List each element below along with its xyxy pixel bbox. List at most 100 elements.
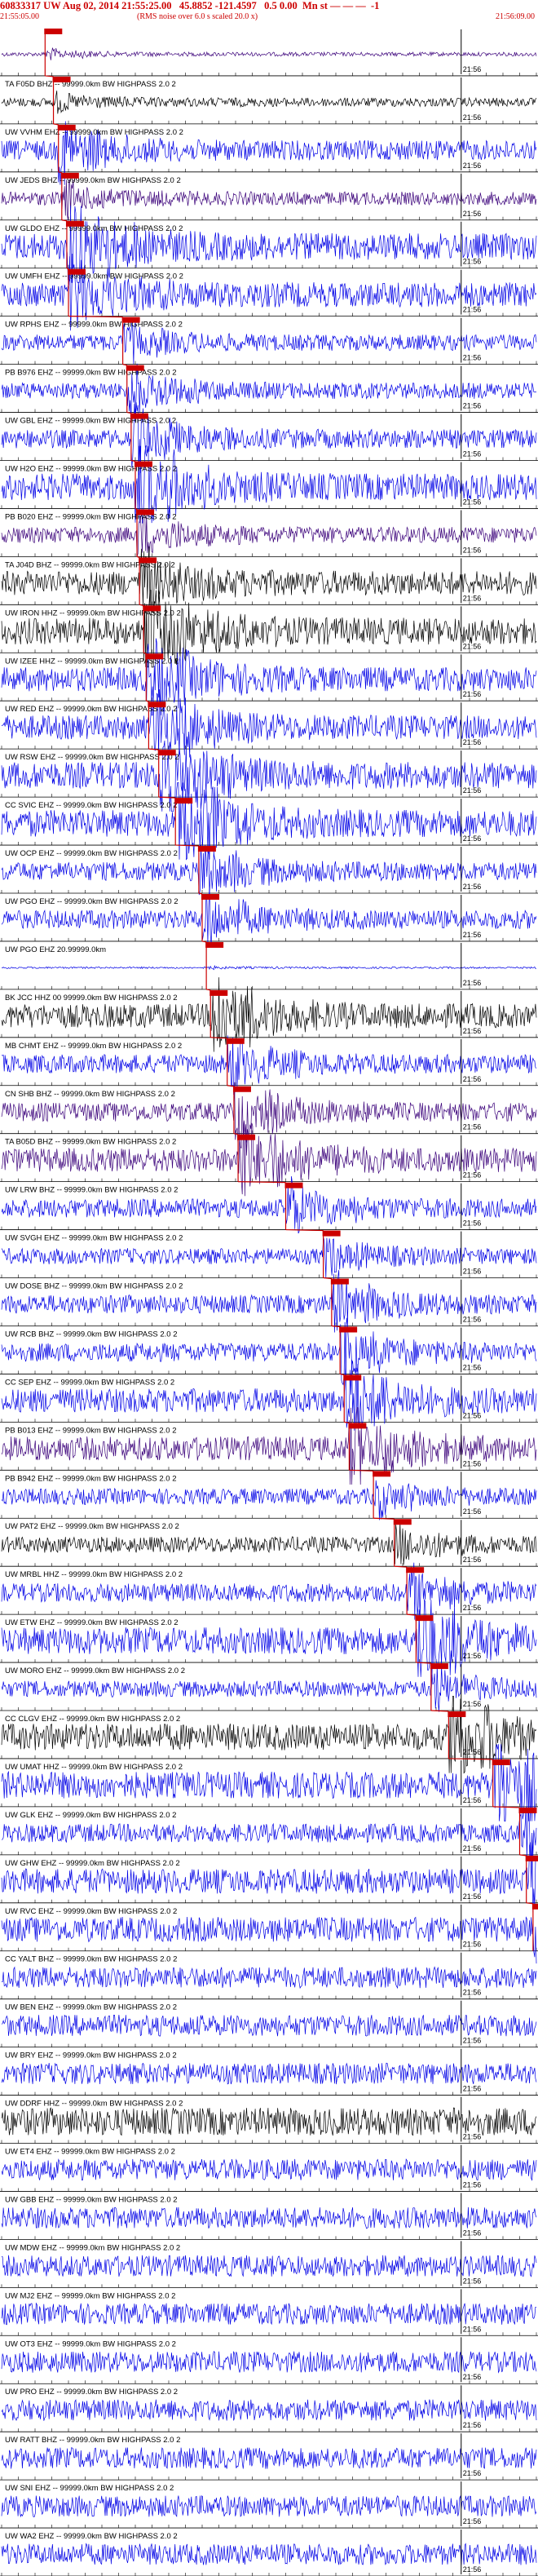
pick-connector [407,1613,417,1616]
station-label: UW DDRF HHZ -- 99999.0km BW HIGHPASS 2.0… [5,2100,183,2109]
waveform [1,253,537,331]
station-label: UW RPHS EHZ -- 99999.0km BW HIGHPASS 2.0… [5,321,183,330]
station-label: CC CLGV EHZ -- 99999.0km BW HIGHPASS 2.0… [5,1715,180,1724]
pick-marker [68,268,86,275]
event-title: 60833317 UW Aug 02, 2014 21:55:25.00 45.… [0,0,380,11]
station-label: UW ETW EHZ -- 99999.0km BW HIGHPASS 2.0 … [5,1618,179,1627]
pick-marker [134,461,152,467]
waveform [1,2399,537,2422]
trace-40: CC YALT BHZ -- 99999.0km BW HIGHPASS 2.0… [0,1952,538,2000]
minute-mark-label: 21:56 [463,2373,482,2381]
waveform [1,2062,537,2085]
trace-3: UW JEDS BHZ -- 99999.0km BW HIGHPASS 2.0… [0,172,538,221]
pick-marker [373,1471,391,1477]
trace-13: UW IZEE HHZ -- 99999.0km BW HIGHPASS 2.0… [0,638,538,716]
pick-connector [492,1806,520,1808]
pick-marker [209,989,228,996]
pick-marker [143,605,161,612]
station-label: CN SHB BHZ -- 99999.0km BW HIGHPASS 2.0 … [5,1090,175,1099]
waveform [1,2255,537,2277]
station-label: UW RVC EHZ -- 99999.0km BW HIGHPASS 2.0 … [5,1907,177,1916]
minute-mark-label: 21:56 [463,1748,482,1756]
station-label: UW H2O EHZ -- 99999.0km BW HIGHPASS 2.0 … [5,464,177,473]
station-label: TA J04D BHZ -- 99999.0km BW HIGHPASS 2.0… [5,560,175,569]
station-label: UW UMFH EHZ -- 99999.0km BW HIGHPASS 2.0… [5,272,183,281]
minute-mark-label: 21:56 [463,162,482,170]
waveform [1,1035,537,1097]
waveform [1,886,537,945]
minute-mark-label: 21:56 [463,1268,482,1276]
minute-mark-label: 21:56 [463,979,482,987]
trace-31: UW PAT2 EHZ -- 99999.0km BW HIGHPASS 2.0… [0,1519,538,1567]
station-label: UW WA2 EHZ -- 99999.0km BW HIGHPASS 2.0 … [5,2532,178,2541]
station-label: UW IZEE HHZ -- 99999.0km BW HIGHPASS 2.0… [5,657,179,666]
trace-11: TA J04D BHZ -- 99999.0km BW HIGHPASS 2.0… [0,546,538,613]
station-label: UW LRW BHZ -- 99999.0km BW HIGHPASS 2.0 … [5,1186,178,1195]
trace-22: CN SHB BHZ -- 99999.0km BW HIGHPASS 2.0 … [0,1082,538,1149]
pick-marker [145,653,164,660]
pick-marker [205,941,224,948]
pick-connector [519,1854,527,1857]
station-label: UW MJ2 EHZ -- 99999.0km BW HIGHPASS 2.0 … [5,2291,175,2300]
minute-mark-label: 21:56 [463,546,482,554]
waveform [1,638,537,716]
minute-mark-label: 21:56 [463,2421,482,2429]
pick-connector [66,268,69,270]
minute-mark-label: 21:56 [463,2085,482,2093]
plot-header: 60833317 UW Aug 02, 2014 21:55:25.00 45.… [0,0,538,28]
waveform [1,1916,537,1964]
minute-mark-label: 21:56 [463,258,482,266]
minute-mark-label: 21:56 [463,594,482,602]
waveform [1,1407,537,1485]
station-label: UW VVHM EHZ -- 99999.0km BW HIGHPASS 2.0… [5,128,183,137]
station-label: UW RATT BHZ -- 99999.0km BW HIGHPASS 2.0… [5,2436,180,2445]
trace-0: 21:56 [0,29,538,77]
minute-mark-label: 21:56 [463,1507,482,1516]
waveform [1,1480,537,1520]
station-label: UW BRY EHZ -- 99999.0km BW HIGHPASS 2.0 … [5,2052,177,2060]
minute-mark-label: 21:56 [463,402,482,410]
waveform [1,1599,537,1677]
pick-connector [344,1421,350,1423]
pick-connector [58,171,62,174]
minute-mark-label: 21:56 [463,1123,482,1131]
noise-note: (RMS noise over 6.0 s scaled 20.0 x) [137,12,258,21]
minute-mark-label: 21:56 [463,2180,482,2189]
trace-51: UW SNI EHZ -- 99999.0km BW HIGHPASS 2.0 … [0,2481,538,2529]
waveform [1,1359,537,1431]
pick-connector [233,1133,239,1135]
trace-48: UW OT3 EHZ -- 99999.0km BW HIGHPASS 2.0 … [0,2337,538,2384]
waveform [1,686,537,760]
waveform [1,1562,537,1620]
station-label: UW PAT2 EHZ -- 99999.0km BW HIGHPASS 2.0… [5,1522,179,1531]
minute-mark-label: 21:56 [463,306,482,314]
pick-connector [175,844,199,847]
station-label: UW OT3 EHZ -- 99999.0km BW HIGHPASS 2.0 … [5,2339,176,2348]
station-label: PB B942 EHZ -- 99999.0km BW HIGHPASS 2.0… [5,1474,177,1483]
trace-44: UW ET4 EHZ -- 99999.0km BW HIGHPASS 2.0 … [0,2144,538,2192]
trace-27: UW RCB BHZ -- 99999.0km BW HIGHPASS 2.0 … [0,1317,538,1386]
waveform [1,1807,537,1861]
pick-connector [139,604,144,606]
station-label: UW MORO EHZ -- 99999.0km BW HIGHPASS 2.0… [5,1666,185,1675]
trace-50: UW RATT BHZ -- 99999.0km BW HIGHPASS 2.0… [0,2433,538,2481]
trace-47: UW MJ2 EHZ -- 99999.0km BW HIGHPASS 2.0 … [0,2289,538,2336]
pick-connector [134,507,138,510]
waveform [1,1744,537,1821]
station-label: UW PRO EHZ -- 99999.0km BW HIGHPASS 2.0 … [5,2388,178,2397]
minute-mark-label: 21:56 [463,1171,482,1180]
minute-mark-label: 21:56 [463,1892,482,1901]
pick-connector [136,555,140,558]
minute-mark-label: 21:56 [463,2037,482,2045]
pick-marker [157,750,176,756]
minute-mark-label: 21:56 [463,2133,482,2141]
station-label: UW GLDO EHZ -- 99999.0km BW HIGHPASS 2.0… [5,224,183,233]
pick-marker [139,557,157,564]
trace-45: UW GBB EHZ -- 99999.0km BW HIGHPASS 2.0 … [0,2193,538,2240]
pick-connector [206,989,211,991]
minute-mark-label: 21:56 [463,354,482,362]
pick-marker [492,1759,510,1765]
waveform [1,2543,537,2565]
waveform [1,2350,537,2374]
waveform [1,1121,537,1197]
